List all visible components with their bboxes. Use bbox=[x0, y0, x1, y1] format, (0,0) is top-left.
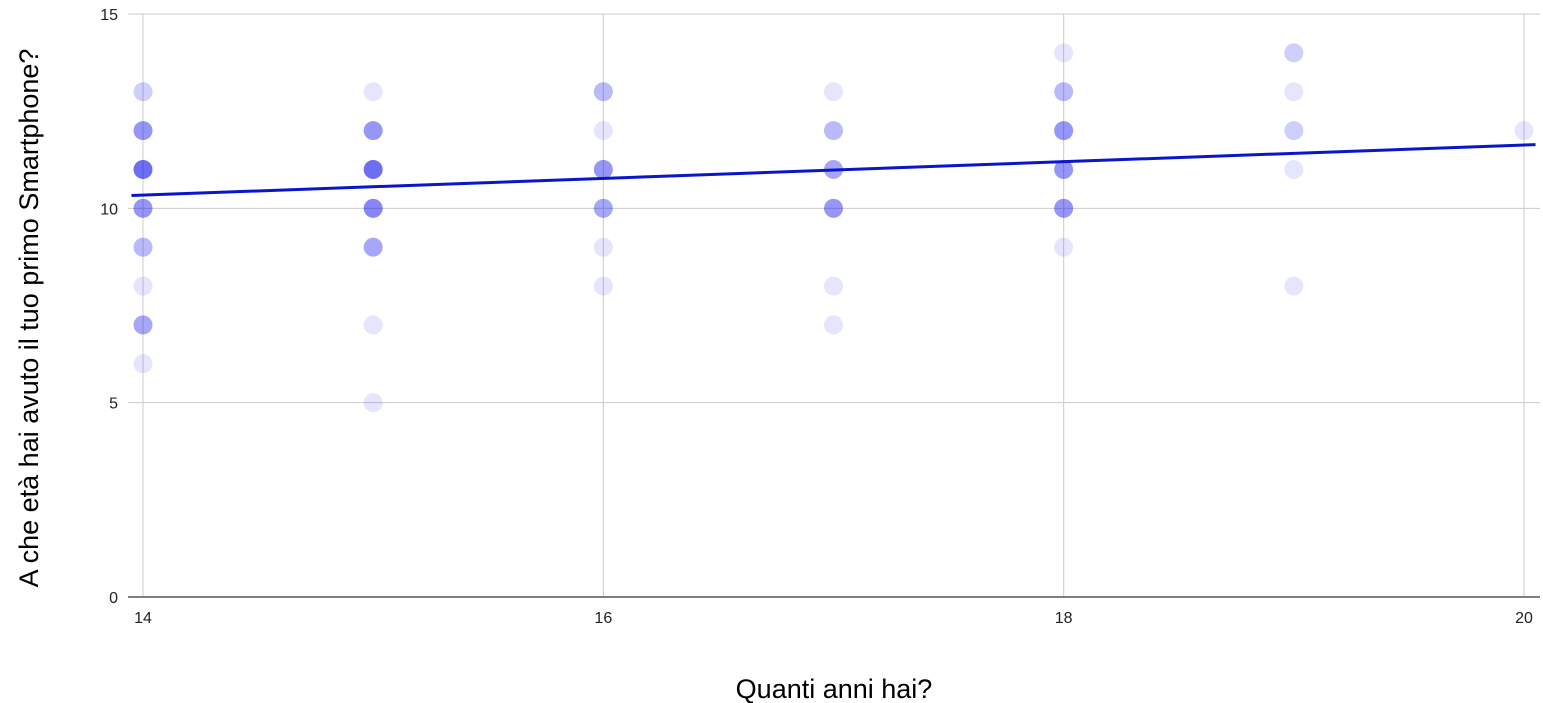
data-point bbox=[824, 198, 843, 218]
x-tick-label: 14 bbox=[134, 610, 152, 627]
data-point bbox=[1054, 82, 1074, 102]
x-tick-labels: 14 16 18 20 bbox=[134, 610, 1533, 627]
data-point bbox=[593, 159, 613, 179]
gridlines bbox=[128, 13, 1540, 597]
data-point bbox=[1284, 121, 1304, 141]
data-point bbox=[1054, 237, 1074, 257]
data-point bbox=[593, 121, 613, 141]
data-point bbox=[1284, 276, 1304, 296]
data-point bbox=[133, 198, 153, 218]
data-point bbox=[1054, 121, 1074, 141]
data-point bbox=[363, 237, 383, 257]
data-point bbox=[824, 315, 843, 335]
data-point bbox=[1284, 159, 1304, 179]
data-point bbox=[363, 82, 383, 102]
data-point bbox=[824, 276, 843, 296]
y-tick-label: 5 bbox=[109, 396, 118, 413]
x-tick-label: 20 bbox=[1515, 610, 1533, 627]
data-point bbox=[593, 82, 613, 102]
data-point bbox=[133, 237, 153, 257]
trendline bbox=[131, 143, 1536, 198]
data-point bbox=[133, 159, 153, 179]
data-point bbox=[133, 315, 153, 335]
data-point bbox=[133, 276, 153, 296]
data-point bbox=[1054, 159, 1074, 179]
y-tick-label: 15 bbox=[100, 7, 118, 24]
data-point bbox=[593, 237, 613, 257]
y-axis-title: A che età hai avuto il tuo primo Smartph… bbox=[14, 49, 44, 588]
data-point bbox=[363, 315, 383, 335]
trendline-layer bbox=[131, 143, 1536, 198]
data-point bbox=[133, 354, 153, 374]
data-point bbox=[1284, 82, 1304, 102]
data-point bbox=[1054, 43, 1074, 63]
data-point bbox=[133, 121, 153, 141]
data-point bbox=[363, 198, 383, 218]
data-point bbox=[363, 121, 383, 141]
x-axis-title: Quanti anni hai? bbox=[736, 674, 933, 703]
data-points bbox=[133, 43, 1534, 413]
data-point bbox=[824, 121, 843, 141]
x-tick-label: 16 bbox=[594, 610, 612, 627]
data-point bbox=[824, 82, 843, 102]
data-point bbox=[133, 82, 153, 102]
data-point bbox=[363, 393, 383, 413]
x-tick-label: 18 bbox=[1055, 610, 1073, 627]
data-point bbox=[593, 276, 613, 296]
data-point bbox=[363, 159, 383, 179]
y-tick-label: 10 bbox=[100, 201, 118, 218]
data-point bbox=[1284, 43, 1304, 63]
y-tick-labels: 0 5 10 15 bbox=[100, 7, 118, 607]
data-point bbox=[1514, 121, 1534, 141]
data-point bbox=[1054, 198, 1074, 218]
y-tick-label: 0 bbox=[109, 590, 118, 607]
data-point bbox=[593, 198, 613, 218]
